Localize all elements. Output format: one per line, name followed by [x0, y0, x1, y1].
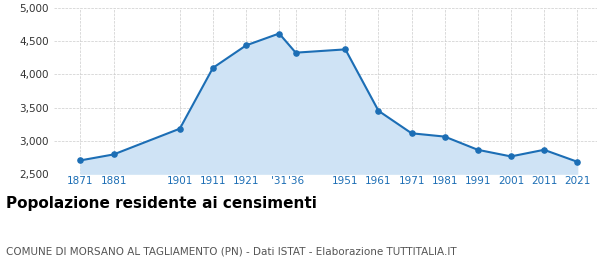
Point: [341, 47, 350, 52]
Point: [506, 154, 516, 159]
Point: [109, 152, 118, 157]
Point: [539, 148, 549, 152]
Point: [241, 43, 251, 48]
Text: Popolazione residente ai censimenti: Popolazione residente ai censimenti: [6, 196, 317, 211]
Point: [291, 50, 301, 55]
Point: [407, 131, 416, 136]
Point: [440, 134, 449, 139]
Point: [473, 148, 482, 152]
Point: [175, 127, 185, 131]
Point: [572, 160, 582, 164]
Point: [208, 66, 218, 70]
Point: [274, 31, 284, 36]
Point: [374, 109, 383, 113]
Text: COMUNE DI MORSANO AL TAGLIAMENTO (PN) - Dati ISTAT - Elaborazione TUTTITALIA.IT: COMUNE DI MORSANO AL TAGLIAMENTO (PN) - …: [6, 246, 457, 256]
Point: [76, 158, 85, 163]
